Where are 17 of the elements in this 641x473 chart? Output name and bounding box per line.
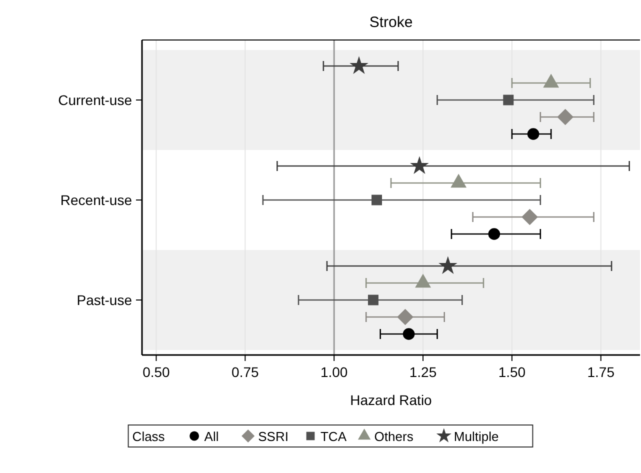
x-axis-title: Hazard Ratio	[350, 392, 432, 408]
legend-label: Others	[374, 429, 414, 444]
legend-label: Multiple	[454, 429, 499, 444]
legend-label: All	[204, 429, 219, 444]
x-tick-label: 0.75	[232, 364, 259, 380]
y-tick-label: Current-use	[58, 92, 132, 108]
legend-label: SSRI	[258, 429, 288, 444]
x-tick-label: 1.75	[587, 364, 615, 380]
legend-label: TCA	[320, 429, 347, 444]
y-tick-label: Past-use	[76, 292, 132, 308]
x-tick-label: 1.25	[409, 364, 437, 380]
x-tick-label: 1.00	[320, 364, 348, 380]
chart-title: Stroke	[369, 14, 413, 31]
x-tick-label: 0.50	[142, 364, 170, 380]
legend-title: Class	[132, 429, 166, 444]
y-tick-label: Recent-use	[60, 192, 132, 208]
x-tick-label: 1.50	[498, 364, 526, 380]
